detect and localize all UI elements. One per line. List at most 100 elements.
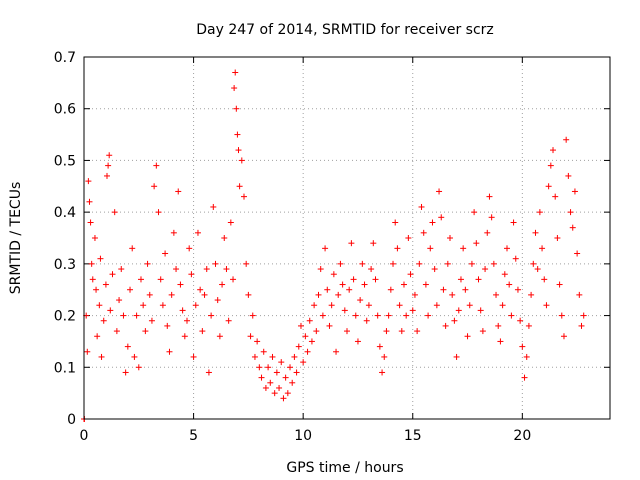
data-point bbox=[418, 203, 425, 210]
data-point bbox=[98, 353, 105, 360]
data-point bbox=[177, 281, 184, 288]
data-point bbox=[536, 209, 543, 216]
data-point bbox=[236, 183, 243, 190]
data-point bbox=[260, 348, 267, 355]
data-point bbox=[159, 302, 166, 309]
data-point bbox=[383, 328, 390, 335]
data-point bbox=[295, 343, 302, 350]
data-point bbox=[411, 291, 418, 298]
data-point bbox=[267, 379, 274, 386]
data-point bbox=[398, 328, 405, 335]
data-point bbox=[339, 281, 346, 288]
data-point bbox=[394, 245, 401, 252]
x-tick-label: 20 bbox=[513, 428, 531, 444]
data-point bbox=[166, 348, 173, 355]
data-point bbox=[249, 312, 256, 319]
data-point bbox=[127, 286, 134, 293]
y-tick-label: 0.1 bbox=[54, 360, 76, 376]
y-tick-label: 0 bbox=[67, 412, 76, 428]
data-point bbox=[289, 379, 296, 386]
data-point bbox=[124, 343, 131, 350]
data-point bbox=[449, 291, 456, 298]
data-point bbox=[514, 286, 521, 293]
data-point bbox=[530, 260, 537, 267]
data-point bbox=[157, 276, 164, 283]
data-point bbox=[486, 193, 493, 200]
data-point bbox=[457, 276, 464, 283]
data-point bbox=[512, 255, 519, 262]
data-point bbox=[304, 348, 311, 355]
chart-title: Day 247 of 2014, SRMTID for receiver scr… bbox=[196, 22, 494, 38]
data-point bbox=[179, 307, 186, 314]
data-point bbox=[210, 203, 217, 210]
data-point bbox=[517, 317, 524, 324]
data-point bbox=[534, 266, 541, 273]
data-point bbox=[326, 322, 333, 329]
data-point bbox=[221, 235, 228, 241]
plot-frame bbox=[83, 56, 611, 420]
data-point bbox=[484, 229, 491, 236]
data-point bbox=[216, 333, 223, 340]
data-point bbox=[493, 291, 500, 298]
data-point bbox=[387, 286, 394, 293]
data-point bbox=[560, 333, 567, 340]
data-point bbox=[495, 322, 502, 329]
data-point bbox=[346, 286, 353, 293]
data-point bbox=[400, 281, 407, 288]
data-point bbox=[291, 353, 298, 360]
data-point bbox=[422, 281, 429, 288]
data-point bbox=[109, 271, 116, 278]
data-point bbox=[97, 255, 104, 262]
data-point bbox=[313, 328, 320, 335]
data-point bbox=[188, 271, 195, 278]
data-point bbox=[405, 235, 412, 241]
data-point bbox=[556, 281, 563, 288]
data-point bbox=[451, 317, 458, 324]
data-point bbox=[370, 240, 377, 247]
data-point bbox=[479, 328, 486, 335]
data-point bbox=[578, 322, 585, 329]
data-point bbox=[184, 317, 191, 324]
data-point bbox=[297, 322, 304, 329]
data-point bbox=[170, 229, 177, 236]
data-point bbox=[403, 312, 410, 319]
data-point bbox=[233, 105, 240, 112]
data-point bbox=[118, 266, 125, 273]
data-point bbox=[352, 312, 359, 319]
data-point bbox=[324, 286, 331, 293]
data-point bbox=[254, 338, 261, 345]
data-point bbox=[429, 219, 436, 226]
data-point bbox=[468, 260, 475, 267]
data-point bbox=[120, 312, 127, 319]
data-point bbox=[238, 157, 245, 164]
data-point bbox=[230, 276, 237, 283]
data-point bbox=[186, 245, 193, 252]
data-point bbox=[135, 364, 142, 371]
data-point bbox=[100, 317, 107, 324]
axis-ticks: 0 0.1 0.2 0.3 0.4 0.5 0.6 0.7 0 5 10 15 20 bbox=[54, 50, 610, 444]
data-point bbox=[287, 364, 294, 371]
data-point bbox=[341, 307, 348, 314]
data-point bbox=[225, 317, 232, 324]
data-point bbox=[201, 291, 208, 298]
data-point bbox=[94, 333, 101, 340]
data-point bbox=[440, 286, 447, 293]
y-tick-label: 0.3 bbox=[54, 257, 76, 273]
data-point bbox=[113, 328, 120, 335]
data-point bbox=[392, 219, 399, 226]
data-points bbox=[81, 69, 587, 422]
data-point bbox=[86, 198, 93, 205]
data-point bbox=[543, 302, 550, 309]
data-point bbox=[574, 250, 581, 257]
data-point bbox=[199, 328, 206, 335]
data-point bbox=[569, 224, 576, 231]
data-point bbox=[91, 235, 98, 241]
data-point bbox=[173, 266, 180, 273]
y-tick-label: 0.4 bbox=[54, 205, 76, 221]
data-point bbox=[348, 240, 355, 247]
data-point bbox=[278, 359, 285, 366]
data-point bbox=[510, 219, 517, 226]
data-point bbox=[528, 291, 535, 298]
data-point bbox=[280, 395, 287, 402]
y-tick-label: 0.2 bbox=[54, 309, 76, 325]
